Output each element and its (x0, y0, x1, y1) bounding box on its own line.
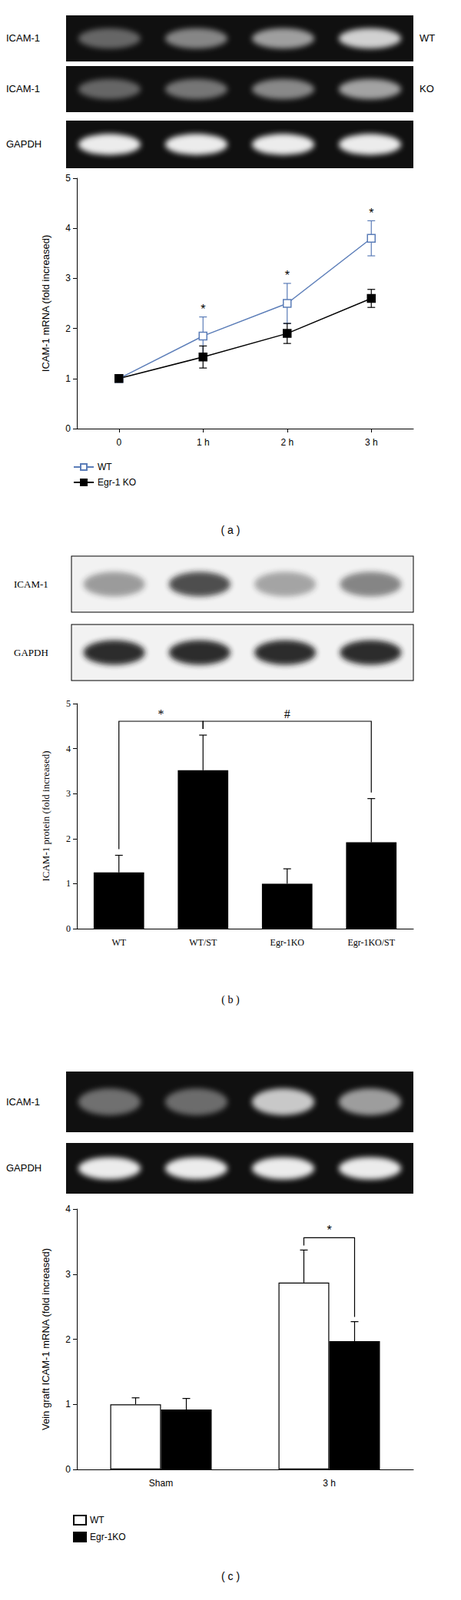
svg-text:0: 0 (116, 437, 122, 448)
svg-text:#: # (284, 707, 291, 721)
html-text:KO: KO (419, 82, 434, 95)
svg-text:1 h: 1 h (196, 437, 210, 448)
svg-text:4: 4 (65, 1203, 71, 1215)
html-text:WT: WT (419, 32, 436, 44)
html-text:GAPDH: GAPDH (6, 138, 42, 150)
svg-text:WT/ST: WT/ST (189, 937, 218, 949)
svg-text:Sham: Sham (149, 1478, 173, 1490)
svg-text:Egr-1 KO: Egr-1 KO (97, 477, 136, 488)
html-text:GAPDH: GAPDH (6, 1162, 42, 1175)
html-text:ICAM-1: ICAM-1 (6, 1096, 41, 1108)
svg-text:*: * (200, 302, 206, 316)
svg-text:3 h: 3 h (364, 437, 379, 448)
svg-text:WT: WT (97, 461, 113, 473)
svg-text:Vein graft ICAM-1 mRNA (fold i: Vein graft ICAM-1 mRNA (fold increased) (39, 1248, 52, 1431)
svg-text:0: 0 (66, 923, 71, 935)
svg-text:2 h: 2 h (280, 437, 294, 448)
svg-text:WT: WT (89, 1515, 105, 1526)
svg-text:2: 2 (65, 1334, 71, 1346)
svg-text:3: 3 (65, 272, 71, 284)
svg-text:5: 5 (65, 172, 71, 184)
svg-text:ICAM-1 protein (fold increased: ICAM-1 protein (fold increased) (39, 750, 52, 882)
svg-text:Egr-1KO: Egr-1KO (270, 937, 306, 949)
svg-text:0: 0 (65, 1464, 71, 1476)
svg-text:1: 1 (65, 1399, 71, 1410)
html-text:GAPDH: GAPDH (13, 646, 49, 659)
svg-text:4: 4 (66, 743, 71, 755)
svg-text:*: * (285, 268, 290, 282)
svg-text:1: 1 (65, 373, 71, 385)
svg-text:*: * (158, 707, 165, 721)
svg-text:5: 5 (66, 698, 71, 710)
svg-text:ICAM-1 mRNA (fold increased): ICAM-1 mRNA (fold increased) (39, 235, 52, 372)
svg-text:4: 4 (65, 222, 71, 234)
svg-text:2: 2 (65, 323, 71, 335)
svg-text:WT: WT (111, 937, 127, 949)
svg-text:2: 2 (66, 833, 71, 845)
svg-text:*: * (326, 1223, 332, 1238)
svg-text:1: 1 (66, 878, 71, 889)
svg-text:Egr-1KO/ST: Egr-1KO/ST (347, 937, 395, 949)
html-text:ICAM-1: ICAM-1 (6, 32, 41, 44)
html-text:( b ): ( b ) (221, 994, 240, 1006)
svg-text:0: 0 (65, 423, 71, 435)
html-text:ICAM-1: ICAM-1 (13, 578, 49, 591)
svg-text:3 h: 3 h (322, 1478, 336, 1490)
html-text:( a ): ( a ) (220, 524, 241, 537)
html-text:( c ): ( c ) (221, 1570, 240, 1583)
html-text:ICAM-1: ICAM-1 (6, 82, 41, 95)
svg-text:*: * (368, 206, 374, 220)
svg-text:3: 3 (65, 1269, 71, 1281)
svg-text:Egr-1KO: Egr-1KO (89, 1532, 127, 1543)
svg-text:3: 3 (66, 788, 71, 800)
